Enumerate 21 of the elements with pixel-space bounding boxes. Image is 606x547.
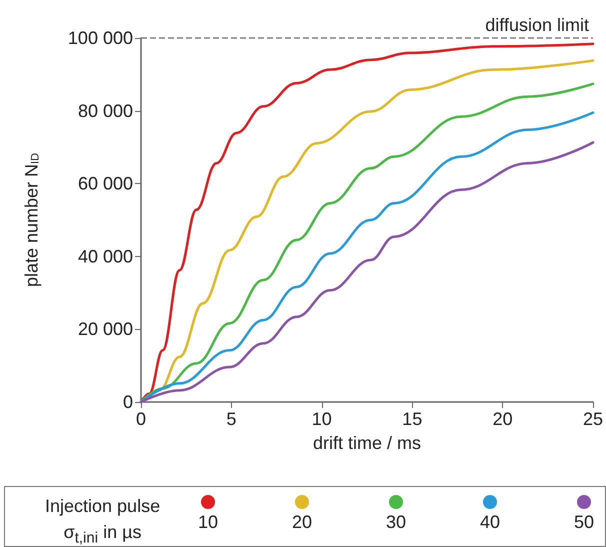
x-tick-label: 5: [226, 409, 236, 429]
legend-label: 50: [572, 511, 596, 534]
legend-title: Injection pulse σ$_{t,ini}$ in µs: [45, 495, 160, 547]
y-tick-label: 0: [122, 392, 133, 412]
y-tick-label: 100 000: [68, 28, 133, 48]
x-tick-label: 10: [312, 409, 332, 429]
y-tick-label: 80 000: [78, 100, 133, 121]
legend-label: 10: [196, 511, 220, 534]
x-tick-label: 15: [402, 409, 422, 429]
y-tick-label: 20 000: [78, 319, 133, 340]
x-tick-label: 20: [492, 409, 513, 429]
x-axis-title: drift time / ms: [312, 433, 421, 453]
y-tick-label: 60 000: [78, 174, 133, 194]
x-tick-label: 0: [136, 409, 146, 429]
ref-line-label: diffusion limit: [485, 15, 589, 35]
legend-label: 30: [384, 511, 408, 534]
y-axis-title: plate number NID: [22, 152, 42, 288]
legend-label: 20: [290, 511, 314, 534]
y-tick-label: 40 000: [78, 246, 133, 266]
x-tick-label: 25: [582, 409, 604, 429]
legend-label: 40: [478, 511, 502, 534]
